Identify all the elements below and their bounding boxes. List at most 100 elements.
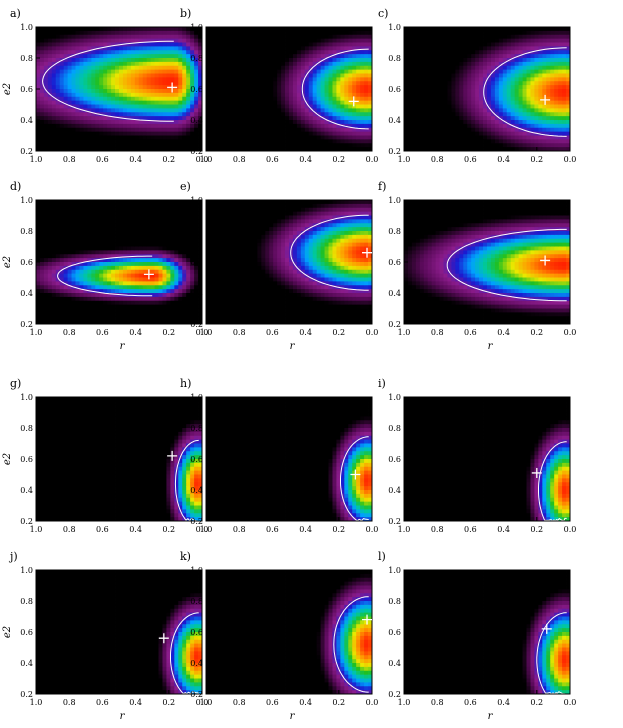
heatmap-cell xyxy=(566,108,571,113)
heatmap-cell xyxy=(506,81,512,86)
heatmap-cell xyxy=(498,131,504,136)
heatmap-cell xyxy=(344,112,349,117)
heatmap-cell xyxy=(150,139,155,144)
heatmap-cell xyxy=(344,96,349,102)
heatmap-cell xyxy=(542,46,547,51)
heatmap-cell xyxy=(87,316,92,321)
heatmap-cell xyxy=(490,143,496,148)
heatmap-cell xyxy=(122,143,128,148)
heatmap-cell xyxy=(526,27,531,32)
heatmap-cell xyxy=(471,58,476,63)
heatmap-cell xyxy=(99,231,104,236)
heatmap-cell xyxy=(316,42,322,47)
heatmap-cell xyxy=(134,223,140,228)
heatmap-cell xyxy=(166,139,171,144)
heatmap-cell xyxy=(550,54,555,59)
heatmap-cell xyxy=(51,285,57,290)
heatmap-cell xyxy=(47,207,53,213)
panel-c: c)1.0 0.8 0.6 0.4 0.2 0.00.20.40.60.81.0 xyxy=(378,7,576,164)
heatmap-cell xyxy=(360,89,365,94)
heatmap-cell xyxy=(87,215,92,220)
heatmap-cell xyxy=(186,81,191,86)
heatmap-cell xyxy=(107,85,112,90)
heatmap-cell xyxy=(332,77,337,82)
heatmap-cell xyxy=(51,135,57,140)
heatmap-cell xyxy=(368,135,373,140)
heatmap-cell xyxy=(324,116,329,121)
heatmap-cell xyxy=(340,54,345,59)
heatmap-cell xyxy=(99,227,104,232)
heatmap-cell xyxy=(158,77,163,82)
heatmap-cell xyxy=(83,104,88,109)
heatmap-cell xyxy=(364,139,369,144)
heatmap-cell xyxy=(281,104,286,109)
heatmap-cell xyxy=(51,54,57,59)
heatmap-cell xyxy=(47,104,53,109)
heatmap-cell xyxy=(348,50,353,55)
heatmap-cell xyxy=(95,89,100,94)
heatmap-cell xyxy=(63,42,69,47)
heatmap-cell xyxy=(522,120,527,125)
heatmap-cell xyxy=(99,139,104,144)
heatmap-cell xyxy=(115,293,120,298)
heatmap-cell xyxy=(340,108,345,113)
heatmap-cell xyxy=(59,246,65,251)
heatmap-cell xyxy=(138,135,144,140)
heatmap-cell xyxy=(538,120,543,125)
heatmap-cell xyxy=(75,42,80,47)
heatmap-cell xyxy=(79,242,84,247)
heatmap-cell xyxy=(407,54,413,59)
heatmap-cell xyxy=(435,123,440,129)
heatmap-cell xyxy=(158,50,163,55)
heatmap-cell xyxy=(542,112,547,117)
heatmap-cell xyxy=(233,104,239,109)
heatmap-cell xyxy=(340,131,345,136)
heatmap-cell xyxy=(119,234,124,240)
heatmap-cell xyxy=(36,96,41,102)
heatmap-cell xyxy=(407,92,413,98)
heatmap-cell xyxy=(435,65,440,71)
heatmap-cell xyxy=(221,58,227,63)
heatmap-cell xyxy=(87,296,92,302)
heatmap-cell xyxy=(39,69,45,74)
heatmap-cell xyxy=(59,254,65,259)
heatmap-cell xyxy=(324,54,329,59)
heatmap-cell xyxy=(229,89,235,94)
heatmap-cell xyxy=(79,304,84,309)
heatmap-cell xyxy=(277,65,282,71)
x-tick-label: 0.2 xyxy=(332,155,345,164)
heatmap-cell xyxy=(111,200,116,205)
heatmap-cell xyxy=(107,211,112,216)
heatmap-cell xyxy=(138,316,144,321)
heatmap-cell xyxy=(257,108,262,113)
heatmap-cell xyxy=(269,123,274,129)
heatmap-cell xyxy=(534,135,539,140)
heatmap-cell xyxy=(257,65,262,71)
heatmap-cell xyxy=(51,81,57,86)
heatmap-cell xyxy=(206,123,211,129)
heatmap-cell xyxy=(490,108,496,113)
heatmap-cell xyxy=(95,265,100,271)
heatmap-cell xyxy=(277,81,282,86)
heatmap-cell xyxy=(352,42,357,47)
heatmap-cell xyxy=(407,108,413,113)
heatmap-cell xyxy=(411,112,417,117)
heatmap-cell xyxy=(562,42,567,47)
heatmap-cell xyxy=(138,246,144,251)
heatmap-cell xyxy=(253,61,258,67)
heatmap-cell xyxy=(368,116,373,121)
heatmap-cell xyxy=(427,73,433,78)
heatmap-cell xyxy=(447,131,452,136)
heatmap-cell xyxy=(253,108,258,113)
heatmap-cell xyxy=(206,92,211,98)
heatmap-cell xyxy=(198,85,203,90)
heatmap-cell xyxy=(51,34,57,40)
heatmap-cell xyxy=(59,139,65,144)
heatmap-cell xyxy=(186,58,191,63)
heatmap-cell xyxy=(411,143,417,148)
heatmap-cell xyxy=(95,69,100,74)
heatmap-cell xyxy=(451,69,456,74)
heatmap-cell xyxy=(213,30,219,36)
heatmap-cell xyxy=(562,85,567,90)
heatmap-cell xyxy=(134,200,140,205)
